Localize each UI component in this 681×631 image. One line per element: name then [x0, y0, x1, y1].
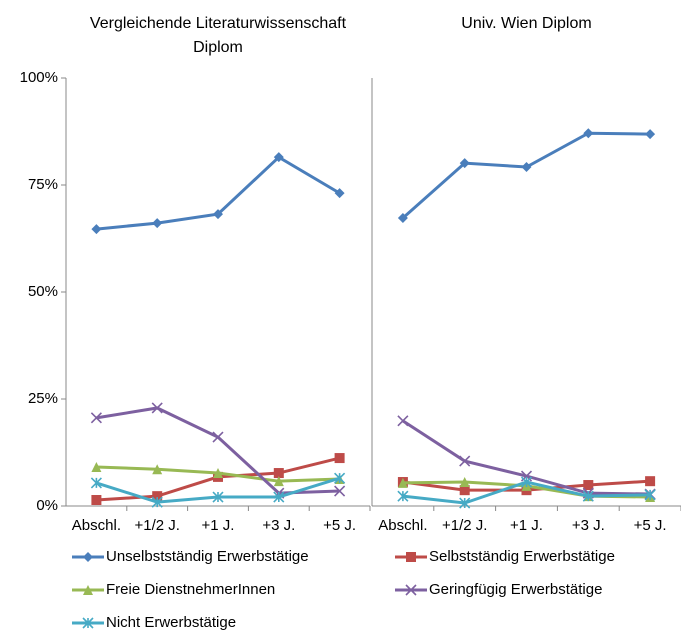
marker: [212, 491, 224, 503]
marker: [459, 485, 470, 496]
marker: [91, 495, 102, 506]
marker: [91, 224, 102, 235]
panel-title-box: Univ. Wien Diplom: [461, 15, 592, 32]
marker: [273, 152, 284, 163]
x-tick-label: +1 J.: [510, 517, 543, 534]
x-tick-label: +5 J.: [323, 517, 356, 534]
legend-label: Unselbstständig Erwerbstätige: [106, 548, 309, 565]
panel-title-box: Vergleichende Literaturwissenschaft Dipl…: [89, 15, 347, 56]
marker: [334, 188, 345, 199]
marker: [645, 476, 656, 487]
marker: [397, 212, 408, 223]
marker: [459, 455, 471, 467]
legend-label: Selbstständig Erwerbstätige: [429, 548, 615, 565]
marker: [397, 477, 408, 488]
legend-marker: [405, 584, 417, 596]
marker: [213, 209, 223, 220]
x-tick-label: +1/2 J.: [134, 517, 179, 534]
y-tick-label: 25%: [28, 390, 58, 407]
y-tick-label: 50%: [28, 283, 58, 300]
legend-label: Geringfügig Erwerbstätige: [429, 581, 602, 598]
marker: [152, 491, 163, 502]
marker: [583, 480, 594, 491]
x-tick-label: Abschl.: [378, 517, 427, 534]
series-line: [401, 131, 651, 220]
marker: [520, 476, 533, 488]
legend-marker: [82, 617, 94, 629]
marker: [397, 415, 409, 427]
x-tick-label: +5 J.: [634, 517, 667, 534]
marker: [273, 468, 284, 479]
marker: [583, 128, 594, 139]
marker: [334, 453, 345, 464]
legend-marker: [406, 552, 416, 562]
marker: [459, 497, 471, 509]
marker: [152, 464, 163, 475]
panel-title: Univ. Wien Diplom: [461, 15, 592, 32]
marker: [273, 476, 284, 487]
marker: [151, 496, 163, 508]
legend-label: Nicht Erwerbstätige: [106, 614, 236, 631]
marker: [645, 129, 656, 140]
marker: [273, 491, 285, 503]
panel-title: Vergleichende Literaturwissenschaft Dipl…: [89, 15, 347, 56]
legend-marker: [83, 552, 93, 562]
marker: [90, 477, 102, 489]
marker: [459, 158, 470, 169]
y-tick-label: 0%: [36, 497, 58, 514]
marker: [644, 489, 656, 501]
x-tick-label: +3 J.: [262, 517, 295, 534]
marker: [582, 490, 594, 502]
marker: [90, 412, 102, 424]
legend-label: Freie DienstnehmerInnen: [106, 581, 275, 598]
marker: [91, 462, 102, 473]
legend-marker: [83, 585, 93, 595]
y-tick-label: 100%: [20, 69, 58, 86]
y-tick-label: 75%: [28, 176, 58, 193]
marker: [397, 490, 409, 502]
x-tick-label: Abschl.: [72, 517, 121, 534]
x-tick-label: +1 J.: [202, 517, 235, 534]
x-tick-label: +1/2 J.: [442, 517, 487, 534]
marker: [151, 402, 163, 414]
marker: [334, 472, 346, 484]
marker: [213, 468, 223, 479]
marker: [521, 162, 532, 173]
x-tick-label: +3 J.: [572, 517, 605, 534]
marker: [459, 477, 470, 488]
marker: [152, 218, 163, 229]
marker: [334, 485, 346, 497]
marker: [212, 431, 224, 443]
